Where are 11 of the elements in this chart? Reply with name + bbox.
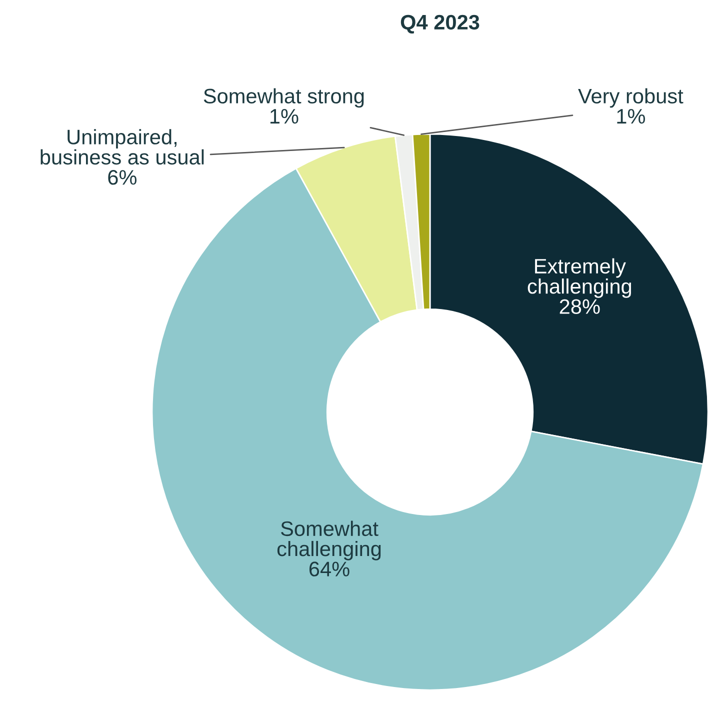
slice-label: Extremely challenging	[528, 258, 632, 298]
data-label: 64%	[309, 562, 350, 576]
slice-label: Very robust	[578, 88, 684, 108]
data-label: 28%	[560, 299, 600, 314]
data-label: 1%	[270, 109, 298, 124]
slice-label: Unimpaired, business as usual	[40, 129, 204, 165]
slice-label: Somewhat strong	[204, 88, 364, 108]
data-label: 1%	[617, 109, 645, 124]
chart-title: Q4 2023	[400, 14, 480, 34]
data-label: 6%	[108, 170, 137, 185]
slice-label: Somewhat challenging	[277, 520, 381, 560]
